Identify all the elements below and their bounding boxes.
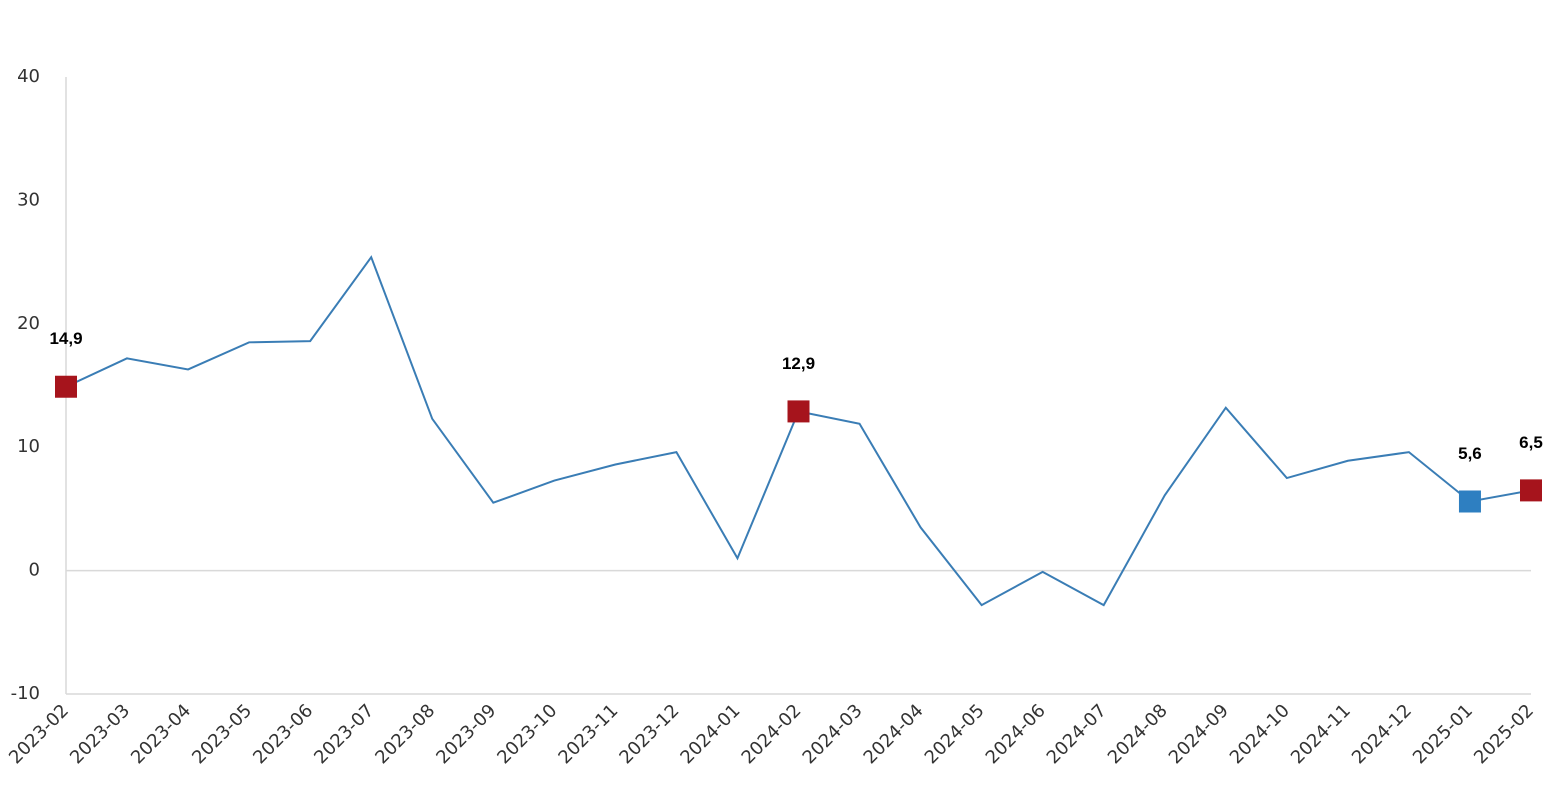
x-tick-label: 2024-12 xyxy=(1348,700,1416,768)
marker xyxy=(1458,490,1481,513)
y-tick-label: 40 xyxy=(17,66,40,87)
value-label: 6,5 xyxy=(1519,433,1543,452)
y-tick-label: 0 xyxy=(29,560,40,581)
x-tick-label: 2023-05 xyxy=(188,700,256,768)
x-tick-label: 2023-03 xyxy=(66,700,134,768)
x-tick-label: 2024-05 xyxy=(921,700,989,768)
x-tick-label: 2025-01 xyxy=(1409,700,1477,768)
x-tick-label: 2023-02 xyxy=(5,700,73,768)
x-tick-label: 2024-11 xyxy=(1287,700,1355,768)
x-tick-label: 2024-07 xyxy=(1043,700,1111,768)
x-tick-label: 2024-03 xyxy=(799,700,867,768)
y-tick-label: 30 xyxy=(17,189,40,210)
marker xyxy=(787,400,810,423)
value-label: 5,6 xyxy=(1458,444,1482,463)
x-tick-label: 2025-02 xyxy=(1470,700,1538,768)
y-tick-label: 20 xyxy=(17,313,40,334)
x-tick-label: 2024-04 xyxy=(860,700,928,768)
x-tick-label: 2023-12 xyxy=(615,700,683,768)
x-tick-label: 2024-02 xyxy=(738,700,806,768)
y-tick-label: 10 xyxy=(17,436,40,457)
marker xyxy=(55,375,77,398)
x-tick-label: 2023-09 xyxy=(432,700,500,768)
line xyxy=(65,255,1532,607)
x-tick-label: 2024-08 xyxy=(1104,700,1172,768)
marker xyxy=(1520,479,1542,502)
x-tick-label: 2023-08 xyxy=(371,700,439,768)
x-tick-label: 2023-04 xyxy=(127,700,195,768)
x-tick-label: 2024-01 xyxy=(676,700,744,768)
x-tick-label: 2023-10 xyxy=(493,700,561,768)
x-tick-label: 2024-09 xyxy=(1165,700,1233,768)
value-label: 14,9 xyxy=(49,329,82,348)
y-tick-label: -10 xyxy=(11,683,40,704)
x-tick-label: 2024-06 xyxy=(982,700,1050,768)
value-label: 12,9 xyxy=(782,354,815,373)
x-tick-label: 2023-11 xyxy=(554,700,622,768)
x-tick-label: 2023-06 xyxy=(249,700,317,768)
x-tick-label: 2023-07 xyxy=(310,700,378,768)
x-tick-label: 2024-10 xyxy=(1226,700,1294,768)
